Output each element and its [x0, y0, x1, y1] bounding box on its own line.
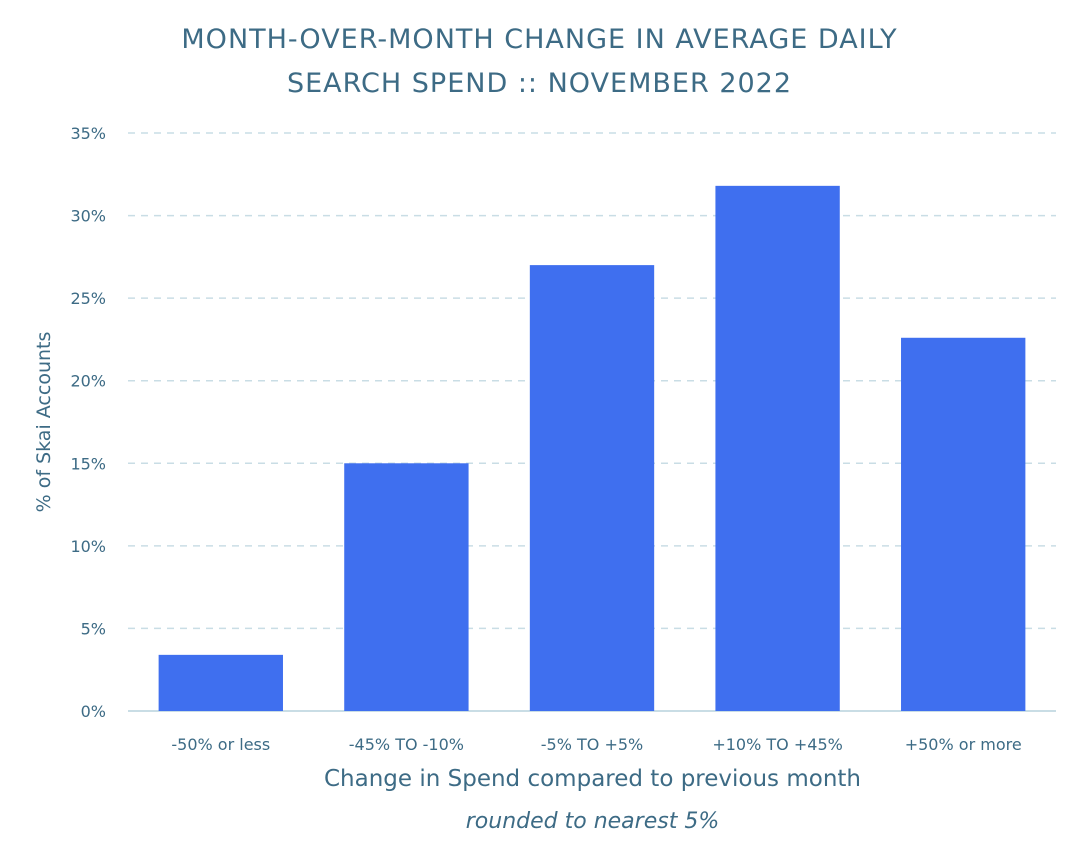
x-tick-labels: -50% or less -45% TO -10% -5% TO +5% +10% T…: [171, 735, 1021, 754]
y-tick-label: 25%: [70, 289, 106, 308]
chart-title-line-2: SEARCH SPEND :: NOVEMBER 2022: [286, 68, 793, 99]
bar: [901, 337, 1026, 711]
bar: [344, 463, 469, 711]
x-tick-label: +50% or more: [905, 735, 1022, 754]
x-tick-label: +10% TO +45%: [712, 735, 842, 754]
y-tick-labels: 0% 5% 10% 15% 20% 25% 30% 35%: [70, 124, 106, 721]
y-axis-label: % of Skai Accounts: [33, 332, 55, 513]
x-tick-label: -50% or less: [171, 735, 270, 754]
y-tick-label: 15%: [70, 454, 106, 473]
x-axis-sublabel: rounded to nearest 5%: [465, 809, 720, 834]
y-tick-label: 0%: [81, 702, 106, 721]
y-tick-label: 20%: [70, 372, 106, 391]
x-tick-label: -45% TO -10%: [349, 735, 464, 754]
chart-title-line-1: MONTH-OVER-MONTH CHANGE IN AVERAGE DAILY: [181, 24, 898, 55]
bars: [158, 185, 1026, 712]
y-tick-label: 5%: [81, 619, 106, 638]
bar: [529, 265, 655, 711]
y-tick-label: 35%: [70, 124, 106, 143]
x-tick-label: -5% TO +5%: [541, 735, 643, 754]
y-tick-label: 30%: [70, 207, 106, 226]
y-tick-label: 10%: [70, 537, 106, 556]
x-axis-label: Change in Spend compared to previous mon…: [323, 766, 861, 792]
bar: [715, 185, 840, 712]
bar: [158, 654, 283, 711]
